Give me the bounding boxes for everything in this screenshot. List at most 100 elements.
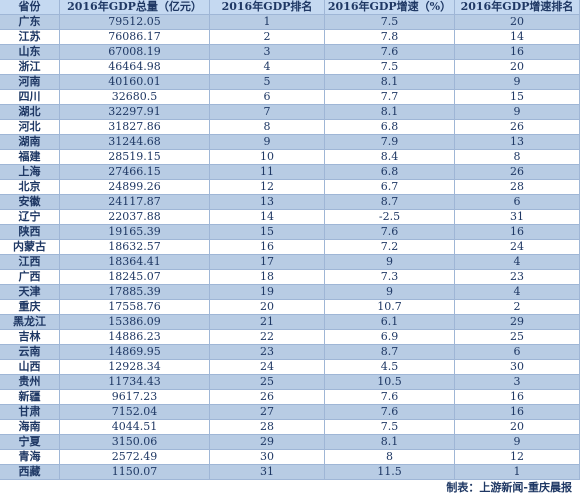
table-cell: 27466.15 xyxy=(60,165,210,179)
table-cell: 9 xyxy=(455,435,580,449)
table-cell: 8.7 xyxy=(325,345,455,359)
table-cell: 5 xyxy=(210,75,325,89)
table-cell: 江苏 xyxy=(0,30,60,44)
table-cell: 甘肃 xyxy=(0,405,60,419)
table-cell: 2016年GDP总量（亿元） xyxy=(60,0,210,14)
table-row: 陕西 19165.39 15 7.6 16 xyxy=(0,225,580,240)
table-cell: 18245.07 xyxy=(60,270,210,284)
table-cell: 内蒙古 xyxy=(0,240,60,254)
table-cell: 6.9 xyxy=(325,330,455,344)
table-cell: 四川 xyxy=(0,90,60,104)
table-cell: 25 xyxy=(210,375,325,389)
table-row: 天津 17885.39 19 9 4 xyxy=(0,285,580,300)
table-cell: 14 xyxy=(455,30,580,44)
table-cell: 20 xyxy=(455,420,580,434)
table-cell: 11734.43 xyxy=(60,375,210,389)
table-cell: 16 xyxy=(455,390,580,404)
table-row: 重庆 17558.76 20 10.7 2 xyxy=(0,300,580,315)
table-cell: 重庆 xyxy=(0,300,60,314)
table-cell: 13 xyxy=(455,135,580,149)
table-row: 北京 24899.26 12 6.7 28 xyxy=(0,180,580,195)
table-cell: 9 xyxy=(325,285,455,299)
table-row: 贵州 11734.43 25 10.5 3 xyxy=(0,375,580,390)
table-cell: 4 xyxy=(210,60,325,74)
table-cell: 1 xyxy=(210,15,325,29)
table-cell: 14886.23 xyxy=(60,330,210,344)
table-cell: 10.5 xyxy=(325,375,455,389)
table-row: 辽宁 22037.88 14 -2.5 31 xyxy=(0,210,580,225)
table-cell: 西藏 xyxy=(0,465,60,479)
table-cell: 29 xyxy=(210,435,325,449)
table-cell: 76086.17 xyxy=(60,30,210,44)
table-row: 河北 31827.86 8 6.8 26 xyxy=(0,120,580,135)
table-cell: 北京 xyxy=(0,180,60,194)
table-cell: 10.7 xyxy=(325,300,455,314)
table-cell: 19165.39 xyxy=(60,225,210,239)
table-cell: 4 xyxy=(455,285,580,299)
table-cell: 24 xyxy=(455,240,580,254)
table-cell: 40160.01 xyxy=(60,75,210,89)
table-cell: 30 xyxy=(455,360,580,374)
table-cell: 8 xyxy=(210,120,325,134)
table-cell: 吉林 xyxy=(0,330,60,344)
table-cell: 28 xyxy=(210,420,325,434)
table-row: 福建 28519.15 10 8.4 8 xyxy=(0,150,580,165)
table-cell: 8.1 xyxy=(325,435,455,449)
table-cell: 8.4 xyxy=(325,150,455,164)
table-cell: 7.5 xyxy=(325,60,455,74)
table-cell: 27 xyxy=(210,405,325,419)
table-cell: 4.5 xyxy=(325,360,455,374)
table-row: 上海 27466.15 11 6.8 26 xyxy=(0,165,580,180)
table-cell: 20 xyxy=(455,15,580,29)
table-cell: 3 xyxy=(210,45,325,59)
table-cell: 18632.57 xyxy=(60,240,210,254)
table-cell: 2 xyxy=(455,300,580,314)
table-cell: 31 xyxy=(455,210,580,224)
table-cell: 2016年GDP增速（%） xyxy=(325,0,455,14)
table-row: 湖北 32297.91 7 8.1 9 xyxy=(0,105,580,120)
table-cell: 13 xyxy=(210,195,325,209)
table-cell: 湖北 xyxy=(0,105,60,119)
table-cell: 28519.15 xyxy=(60,150,210,164)
table-cell: 广西 xyxy=(0,270,60,284)
table-cell: 河南 xyxy=(0,75,60,89)
table-cell: 宁夏 xyxy=(0,435,60,449)
table-cell: 20 xyxy=(455,60,580,74)
table-cell: 6.7 xyxy=(325,180,455,194)
table-cell: 24 xyxy=(210,360,325,374)
table-cell: 11.5 xyxy=(325,465,455,479)
table-cell: 7.7 xyxy=(325,90,455,104)
table-row: 云南 14869.95 23 8.7 6 xyxy=(0,345,580,360)
table-cell: 7152.04 xyxy=(60,405,210,419)
table-cell: 15 xyxy=(455,90,580,104)
table-cell: 新疆 xyxy=(0,390,60,404)
table-cell: 21 xyxy=(210,315,325,329)
table-cell: 福建 xyxy=(0,150,60,164)
table-cell: 7.6 xyxy=(325,225,455,239)
table-cell: 7.9 xyxy=(325,135,455,149)
table-cell: 江西 xyxy=(0,255,60,269)
header-row: 省份 2016年GDP总量（亿元） 2016年GDP排名 2016年GDP增速（%） 2… xyxy=(0,0,580,15)
table-cell: 15386.09 xyxy=(60,315,210,329)
table-cell: 8.7 xyxy=(325,195,455,209)
table-cell: 16 xyxy=(210,240,325,254)
table-cell: 12 xyxy=(210,180,325,194)
table-row: 西藏 1150.07 31 11.5 1 xyxy=(0,465,580,480)
table-cell: 7.6 xyxy=(325,45,455,59)
table-cell: 14 xyxy=(210,210,325,224)
table-cell: 广东 xyxy=(0,15,60,29)
table-cell: 河北 xyxy=(0,120,60,134)
table-cell: 25 xyxy=(455,330,580,344)
table-cell: 4 xyxy=(455,255,580,269)
table-cell: 青海 xyxy=(0,450,60,464)
table-cell: 6.1 xyxy=(325,315,455,329)
table-cell: 14869.95 xyxy=(60,345,210,359)
table-row: 黑龙江 15386.09 21 6.1 29 xyxy=(0,315,580,330)
table-cell: 3 xyxy=(455,375,580,389)
table-cell: 20 xyxy=(210,300,325,314)
table-cell: 22 xyxy=(210,330,325,344)
table-cell: 7.3 xyxy=(325,270,455,284)
table-cell: 辽宁 xyxy=(0,210,60,224)
table-cell: 9 xyxy=(325,255,455,269)
